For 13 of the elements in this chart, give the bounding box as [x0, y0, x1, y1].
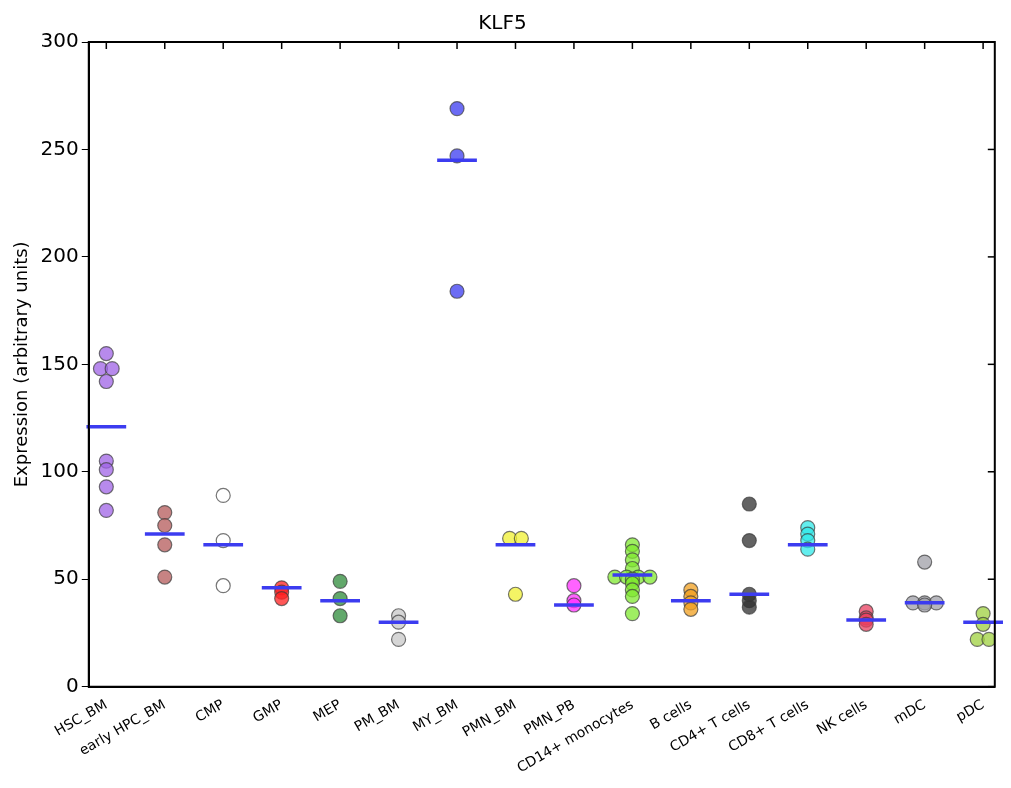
y-tick-label: 150: [40, 350, 79, 375]
y-tick-label: 0: [66, 672, 79, 697]
x-tick-label: MEP: [310, 695, 344, 725]
y-tick-label: 200: [40, 243, 79, 268]
x-tick-label: NK cells: [813, 695, 870, 738]
x-tick-label: CMP: [192, 695, 227, 725]
y-tick-label: 50: [53, 565, 79, 590]
x-tick-label: GMP: [249, 695, 285, 726]
chart-title: KLF5: [478, 10, 527, 35]
y-tick-label: 250: [40, 135, 79, 160]
y-tick-label: 100: [40, 457, 79, 482]
y-tick-label: 300: [40, 28, 79, 53]
y-axis-title: Expression (arbitrary units): [10, 241, 32, 488]
